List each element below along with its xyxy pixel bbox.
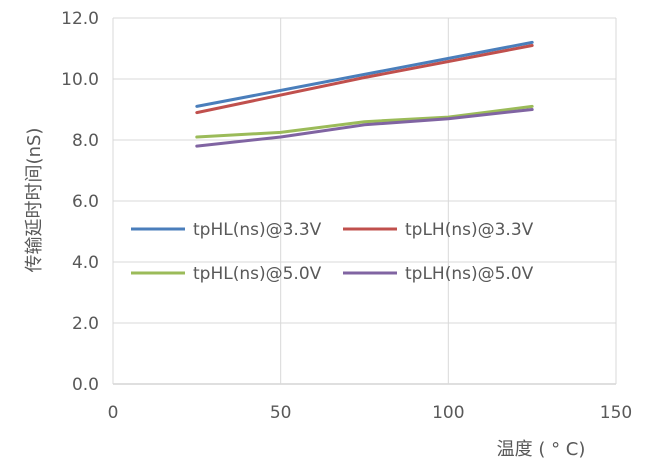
legend: tpHL(ns)@3.3V tpLH(ns)@3.3V tpHL(ns)@5.0V t… (131, 220, 534, 284)
series-line-0 (195, 40, 534, 108)
x-axis-ticks: 0 50 100 150 (108, 403, 633, 423)
series-line-2 (195, 104, 534, 139)
y-tick-label: 12.0 (61, 9, 99, 29)
legend-label: tpLH(ns)@3.3V (405, 220, 534, 240)
y-axis-title: 传输延时时间(nS) (24, 128, 45, 273)
y-tick-label: 10.0 (61, 70, 99, 90)
legend-label: tpLH(ns)@5.0V (405, 264, 534, 284)
y-tick-label: 8.0 (72, 131, 99, 151)
legend-label: tpHL(ns)@5.0V (193, 264, 322, 284)
y-tick-label: 0.0 (72, 375, 99, 395)
legend-label: tpHL(ns)@3.3V (193, 220, 322, 240)
series-line-1 (195, 44, 534, 115)
series-lines (195, 40, 534, 148)
y-tick-label: 6.0 (72, 192, 99, 212)
x-axis-title: 温度 ( ° C) (497, 439, 586, 460)
y-tick-label: 2.0 (72, 314, 99, 334)
x-tick-label: 50 (270, 403, 292, 423)
x-tick-label: 0 (108, 403, 119, 423)
x-tick-label: 150 (600, 403, 632, 423)
y-tick-label: 4.0 (72, 253, 99, 273)
series-line-3 (195, 108, 534, 148)
x-tick-label: 100 (432, 403, 464, 423)
y-axis-ticks: 0.0 2.0 4.0 6.0 8.0 10.0 12.0 (61, 9, 99, 395)
